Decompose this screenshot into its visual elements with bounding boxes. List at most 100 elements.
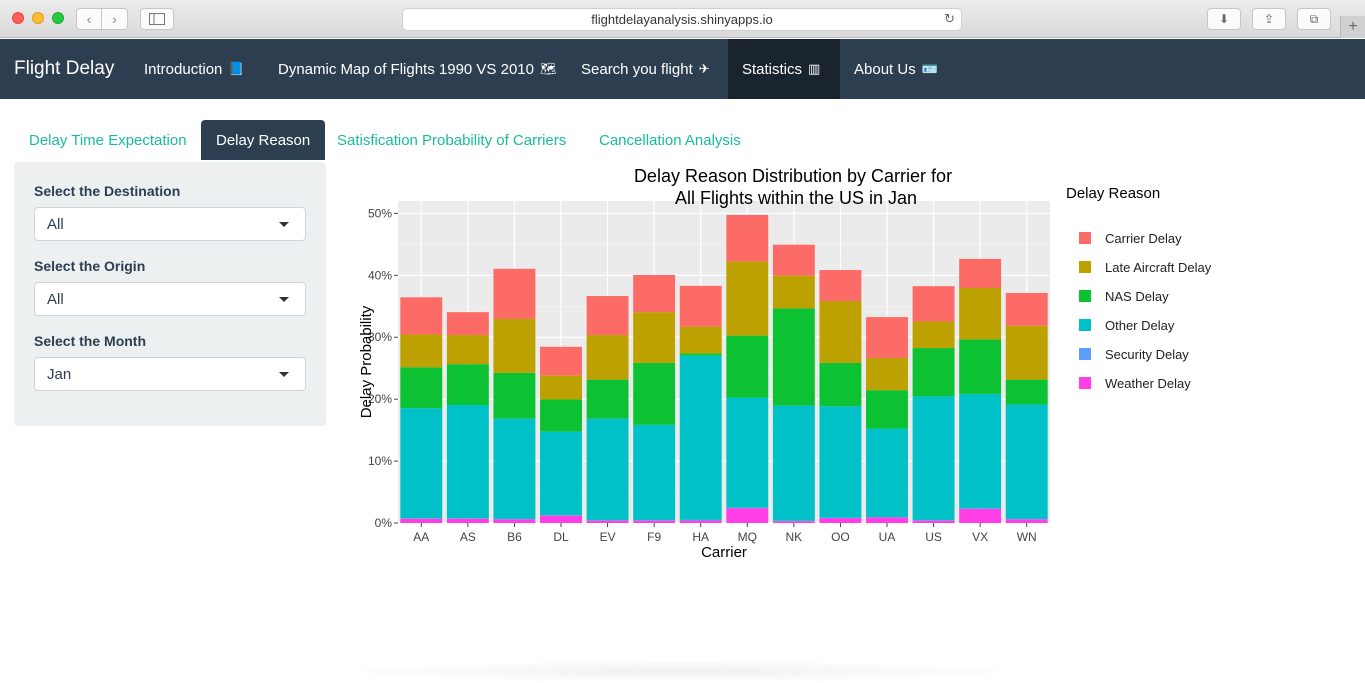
bar-segment-dl-carrier-delay bbox=[540, 346, 582, 376]
bar-segment-aa-nas-delay bbox=[400, 367, 443, 409]
bar-segment-ha-other-delay bbox=[679, 355, 722, 520]
bar-segment-wn-carrier-delay bbox=[1005, 292, 1048, 326]
x-tick-label: MQ bbox=[738, 530, 757, 544]
sidebar-toggle-button[interactable] bbox=[140, 8, 174, 30]
nav-about-us[interactable]: About Us 🪪 bbox=[840, 39, 952, 99]
nav-label: About Us bbox=[854, 60, 916, 78]
bar-segment-oo-carrier-delay bbox=[819, 270, 862, 302]
tab-delay-reason[interactable]: Delay Reason bbox=[201, 120, 326, 160]
bar-segment-b6-weather-delay bbox=[493, 519, 536, 523]
new-tab-button[interactable]: + bbox=[1340, 16, 1365, 38]
bar-segment-nk-weather-delay bbox=[772, 521, 815, 523]
address-bar[interactable]: flightdelayanalysis.shinyapps.io ↻ bbox=[402, 8, 962, 31]
x-tick-label: B6 bbox=[507, 530, 522, 544]
legend-label: Other Delay bbox=[1105, 318, 1175, 333]
bar-segment-wn-nas-delay bbox=[1005, 379, 1048, 405]
bar-segment-ua-carrier-delay bbox=[866, 317, 908, 358]
tab-cancellation-analysis[interactable]: Cancellation Analysis bbox=[599, 131, 741, 149]
bar-segment-wn-weather-delay bbox=[1005, 519, 1048, 523]
share-button[interactable]: ⇪ bbox=[1252, 8, 1286, 30]
bar-segment-wn-other-delay bbox=[1005, 404, 1048, 519]
bar-segment-us-other-delay bbox=[912, 396, 955, 521]
x-axis-title: Carrier bbox=[701, 544, 747, 561]
destination-label: Select the Destination bbox=[34, 183, 181, 199]
downloads-button[interactable]: ⬇ bbox=[1207, 8, 1241, 30]
x-tick-label: F9 bbox=[647, 530, 661, 544]
legend-label: NAS Delay bbox=[1105, 289, 1169, 304]
legend-swatch bbox=[1079, 261, 1091, 273]
bar-segment-vx-carrier-delay bbox=[959, 258, 1002, 289]
nav-introduction[interactable]: Introduction 📘 bbox=[130, 39, 259, 99]
caret-down-icon bbox=[279, 297, 289, 302]
bar-segment-ev-late-aircraft-delay bbox=[586, 335, 629, 380]
month-select[interactable]: Jan bbox=[34, 357, 306, 391]
id-card-icon: 🪪 bbox=[921, 61, 938, 76]
share-icon: ⇪ bbox=[1263, 12, 1275, 26]
legend-swatch bbox=[1079, 319, 1091, 331]
legend-swatch bbox=[1079, 232, 1091, 244]
legend-swatch bbox=[1079, 377, 1091, 389]
bar-segment-as-carrier-delay bbox=[446, 312, 489, 336]
map-icon: 🗺 bbox=[539, 61, 557, 76]
x-tick-label: WN bbox=[1017, 530, 1037, 544]
y-tick-label: 50% bbox=[368, 206, 392, 220]
bar-segment-aa-carrier-delay bbox=[400, 297, 443, 335]
destination-select[interactable]: All bbox=[34, 207, 306, 241]
close-window-button[interactable] bbox=[12, 12, 24, 24]
zoom-window-button[interactable] bbox=[52, 12, 64, 24]
tab-satisfication-probability[interactable]: Satisfication Probability of Carriers bbox=[337, 131, 567, 149]
chevron-left-icon: ‹ bbox=[86, 11, 92, 27]
chevron-right-icon: › bbox=[112, 11, 117, 27]
bar-segment-aa-weather-delay bbox=[400, 518, 443, 523]
month-value: Jan bbox=[47, 365, 72, 383]
plus-icon: + bbox=[1348, 18, 1358, 35]
brand-title[interactable]: Flight Delay bbox=[14, 58, 115, 79]
bar-segment-as-other-delay bbox=[446, 405, 489, 519]
back-button[interactable]: ‹ bbox=[76, 8, 102, 30]
minimize-window-button[interactable] bbox=[32, 12, 44, 24]
filter-panel: Select the Destination All Select the Or… bbox=[14, 162, 326, 426]
nav-label: Statistics bbox=[742, 60, 803, 78]
reload-icon[interactable]: ↻ bbox=[944, 11, 955, 26]
show-tabs-button[interactable]: ⧉ bbox=[1297, 8, 1331, 30]
bar-segment-vx-nas-delay bbox=[959, 339, 1002, 394]
x-tick-label: VX bbox=[972, 530, 988, 544]
bar-segment-us-weather-delay bbox=[912, 520, 955, 523]
origin-label: Select the Origin bbox=[34, 258, 146, 274]
nav-statistics[interactable]: Statistics ▥ bbox=[728, 39, 840, 99]
bar-segment-dl-late-aircraft-delay bbox=[540, 375, 582, 400]
destination-value: All bbox=[47, 215, 64, 233]
bar-segment-ev-carrier-delay bbox=[586, 296, 629, 336]
bar-segment-us-nas-delay bbox=[912, 348, 955, 397]
bar-segment-aa-other-delay bbox=[400, 408, 443, 519]
book-icon: 📘 bbox=[228, 61, 245, 76]
bar-segment-nk-carrier-delay bbox=[772, 244, 815, 276]
tab-delay-time-expectation[interactable]: Delay Time Expectation bbox=[29, 131, 187, 149]
chart-svg: 0% 10% 20% 30% 40% 50% AA AS B6 DL EV F9 HA MQ NK OO UA U… bbox=[358, 166, 1212, 561]
forward-button[interactable]: › bbox=[102, 8, 128, 30]
x-tick-label: AA bbox=[413, 530, 429, 544]
browser-toolbar: ‹ › flightdelayanalysis.shinyapps.io ↻ ⬇… bbox=[0, 0, 1365, 38]
y-tick-label: 0% bbox=[375, 516, 393, 530]
x-tick-label: US bbox=[925, 530, 942, 544]
y-tick-label: 30% bbox=[368, 330, 392, 344]
nav-dynamic-map[interactable]: Dynamic Map of Flights 1990 VS 2010 🗺 bbox=[264, 39, 570, 99]
x-tick-label: NK bbox=[786, 530, 803, 544]
x-tick-label: EV bbox=[600, 530, 616, 544]
bar-segment-nk-nas-delay bbox=[772, 308, 815, 406]
y-tick-label: 20% bbox=[368, 392, 392, 406]
legend-title: Delay Reason bbox=[1066, 185, 1160, 202]
tabs-icon: ⧉ bbox=[1309, 11, 1319, 26]
bar-segment-wn-late-aircraft-delay bbox=[1005, 325, 1048, 380]
bar-segment-ua-weather-delay bbox=[866, 517, 908, 523]
x-tick-label: UA bbox=[879, 530, 896, 544]
legend-swatch bbox=[1079, 348, 1091, 360]
bar-segment-b6-other-delay bbox=[493, 418, 536, 519]
bar-segment-nk-other-delay bbox=[772, 405, 815, 521]
plane-icon: ✈ bbox=[698, 61, 710, 76]
app-navbar: Flight Delay Introduction 📘 Dynamic Map … bbox=[0, 39, 1365, 99]
bar-segment-b6-nas-delay bbox=[493, 372, 536, 419]
origin-select[interactable]: All bbox=[34, 282, 306, 316]
nav-search-flight[interactable]: Search you flight ✈ bbox=[567, 39, 724, 99]
bar-segment-ev-other-delay bbox=[586, 418, 629, 521]
